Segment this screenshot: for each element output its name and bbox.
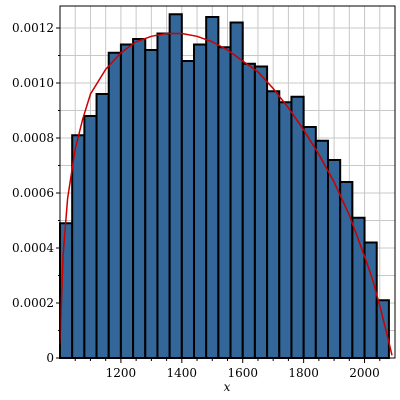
histogram-bar <box>83 115 98 359</box>
histogram-bar <box>107 51 122 359</box>
x-tick-label: 1400 <box>167 366 198 380</box>
y-tick-label: 0.0012 <box>12 21 54 35</box>
axes <box>56 5 396 363</box>
histogram-bar <box>253 65 269 359</box>
x-tick-label: 1800 <box>288 366 319 380</box>
histogram-bar <box>217 46 232 359</box>
y-tick-label: 0 <box>46 351 54 365</box>
density-curve-layer <box>59 32 393 356</box>
histogram-bar <box>168 13 183 359</box>
histogram-bar <box>156 32 171 359</box>
histogram-bar <box>71 134 86 359</box>
histogram-bar <box>132 38 147 359</box>
tick-labels: 1200 1400 1600 1800 2000 0 0.0002 0.0004 0.0006 0… <box>12 21 380 380</box>
histogram-bar <box>144 49 159 359</box>
y-tick-label: 0.0010 <box>12 76 54 90</box>
density-curve <box>59 32 393 356</box>
y-tick-label: 0.0004 <box>12 241 54 255</box>
x-axis-label: x <box>224 380 231 394</box>
histogram-bar <box>205 16 220 359</box>
histogram-bar <box>193 43 208 359</box>
y-tick-label: 0.0002 <box>12 296 54 310</box>
x-tick-label: 1200 <box>106 366 137 380</box>
histogram-bar <box>241 62 256 359</box>
histogram-bar <box>302 126 317 359</box>
histogram-bar <box>290 95 305 359</box>
y-tick-label: 0.0006 <box>12 186 54 200</box>
y-tick-label: 0.0008 <box>12 131 54 145</box>
x-tick-label: 2000 <box>349 366 380 380</box>
x-tick-label: 1600 <box>227 366 258 380</box>
histogram-bar <box>180 60 195 359</box>
histogram-bar <box>278 101 293 359</box>
histogram-bar <box>119 43 135 359</box>
histogram-bar <box>95 93 110 359</box>
histogram-bar <box>229 21 244 359</box>
histogram-bar <box>375 299 390 359</box>
histogram-bar <box>266 90 281 359</box>
histogram-bar <box>314 139 329 359</box>
